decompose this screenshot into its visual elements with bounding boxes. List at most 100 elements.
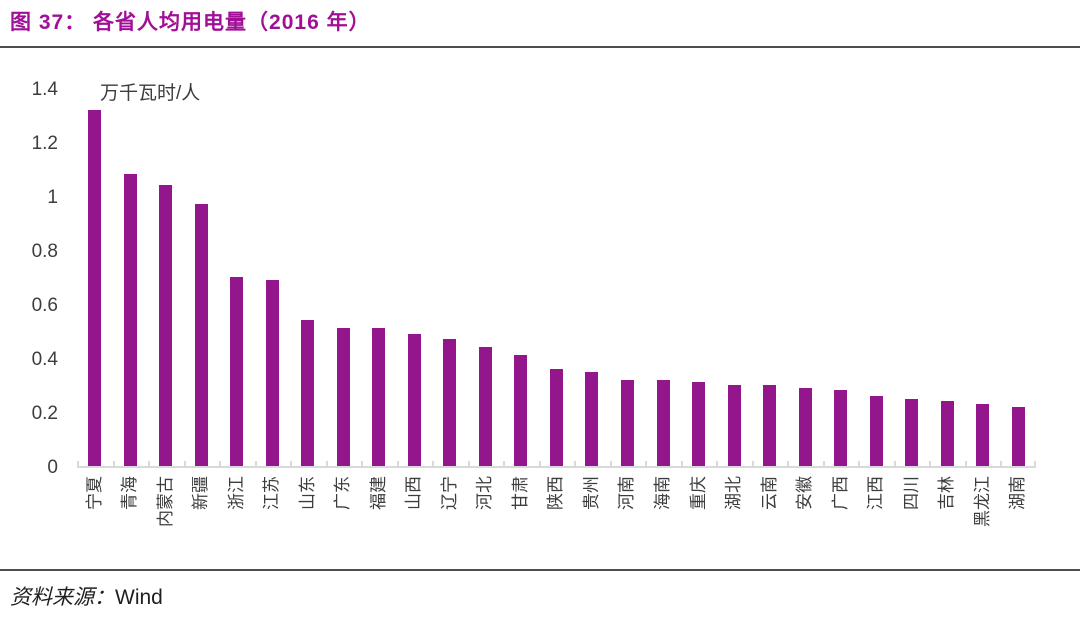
x-tick-label: 宁夏 (84, 476, 104, 510)
bar-slot (716, 90, 752, 466)
bar-湖北 (727, 385, 741, 466)
x-slot: 浙江 (219, 470, 255, 569)
x-slot: 新疆 (184, 470, 220, 569)
bar-slot (538, 90, 575, 466)
bar-slot (396, 90, 433, 466)
y-tick-label: 1 (47, 187, 58, 208)
x-slot: 宁夏 (77, 470, 113, 569)
bar-宁夏 (88, 109, 102, 466)
x-slot: 四川 (894, 470, 930, 569)
bar-江苏 (265, 279, 279, 466)
x-slot: 山西 (397, 470, 433, 569)
bar-贵州 (585, 371, 599, 466)
x-slot: 内蒙古 (148, 470, 184, 569)
y-tick-label: 1.4 (31, 79, 58, 100)
bar-重庆 (692, 382, 706, 466)
y-tick-label: 1.2 (31, 133, 58, 154)
bar-山西 (407, 333, 421, 466)
bar-slot (325, 90, 362, 466)
bar-slot (787, 90, 823, 466)
bar-河南 (620, 379, 634, 466)
x-axis: 宁夏 青海 内蒙古 新疆 浙江 江苏 山东 广东 福建 山西 辽宁 河北 甘肃 陕西 贵州 河南 海南 重庆 湖北云… (77, 470, 1036, 569)
x-tick-label: 浙江 (226, 476, 246, 510)
bar-slot (503, 90, 539, 466)
x-tick-label: 江西 (866, 476, 886, 510)
bar-slot (893, 90, 930, 466)
bar-广东 (336, 328, 350, 466)
bar-辽宁 (443, 339, 457, 466)
x-tick-label: 陕西 (546, 476, 566, 510)
x-tick-label: 四川 (901, 476, 921, 510)
x-slot: 江苏 (255, 470, 291, 569)
x-tick-label: 湖南 (1008, 476, 1028, 510)
bar-四川 (905, 398, 919, 466)
bar-slot (148, 90, 184, 466)
x-slot: 青海 (113, 470, 149, 569)
bar-福建 (372, 328, 386, 466)
x-tick-label: 福建 (368, 476, 388, 510)
x-tick-label: 内蒙古 (155, 476, 175, 527)
bar-黑龙江 (976, 403, 990, 466)
y-tick-label: 0.2 (31, 403, 58, 424)
x-slot: 湖南 (1000, 470, 1036, 569)
figure-title: 图 37： 各省人均用电量（2016 年） (10, 11, 371, 34)
bar-slot (77, 90, 113, 466)
source-value: Wind (115, 586, 163, 609)
figure-header: 图 37： 各省人均用电量（2016 年） (0, 0, 1080, 48)
x-slot: 海南 (645, 470, 681, 569)
x-tick-label: 贵州 (581, 476, 601, 510)
x-slot: 河北 (468, 470, 504, 569)
x-tick-label: 辽宁 (439, 476, 459, 510)
bar-slot (467, 90, 504, 466)
x-tick-label: 山东 (297, 476, 317, 510)
bar-slot (290, 90, 326, 466)
x-tick-label: 河北 (475, 476, 495, 510)
bar-内蒙古 (159, 185, 173, 466)
bar-chart: 万千瓦时/人 0 0.2 0.4 0.6 0.8 1 1.2 1.4 宁夏 青海 内蒙古 新疆 浙江江… (0, 48, 1080, 569)
x-slot: 安徽 (787, 470, 823, 569)
x-slot: 吉林 (929, 470, 965, 569)
x-tick-label: 山西 (404, 476, 424, 510)
bar-slot (112, 90, 149, 466)
y-tick-label: 0.4 (31, 349, 58, 370)
x-tick-label: 江苏 (262, 476, 282, 510)
x-tick-label: 吉林 (937, 476, 957, 510)
bar-广西 (834, 390, 848, 466)
x-slot: 重庆 (681, 470, 717, 569)
bar-slot (822, 90, 859, 466)
bar-slot (254, 90, 291, 466)
x-slot: 广东 (326, 470, 362, 569)
bar-slot (183, 90, 220, 466)
x-tick-label: 黑龙江 (972, 476, 992, 527)
bar-河北 (478, 347, 492, 466)
y-tick-label: 0.8 (31, 241, 58, 262)
bar-新疆 (194, 204, 208, 466)
bar-slot (964, 90, 1001, 466)
bar-山东 (301, 320, 315, 466)
bar-云南 (763, 385, 777, 466)
bar-slot (219, 90, 255, 466)
bar-slot (751, 90, 788, 466)
x-tick-label: 湖北 (724, 476, 744, 510)
x-slot: 江西 (858, 470, 894, 569)
x-slot: 湖北 (716, 470, 752, 569)
x-tick-label: 河南 (617, 476, 637, 510)
bar-slot (609, 90, 646, 466)
bar-青海 (123, 174, 137, 466)
bar-slot (432, 90, 468, 466)
x-tick-label: 广东 (333, 476, 353, 510)
x-tick-label: 云南 (759, 476, 779, 510)
bar-陕西 (549, 368, 563, 466)
plot-area (77, 90, 1036, 468)
x-tick-label: 新疆 (191, 476, 211, 510)
bar-湖南 (1011, 406, 1025, 466)
source-label: 资料来源： (10, 585, 115, 609)
x-slot: 山东 (290, 470, 326, 569)
x-tick-label: 海南 (653, 476, 672, 510)
bar-slot (1000, 90, 1036, 466)
y-axis: 0 0.2 0.4 0.6 0.8 1 1.2 1.4 (0, 80, 58, 478)
x-slot: 福建 (361, 470, 397, 569)
x-tick-label: 广西 (830, 476, 850, 510)
bar-slot (858, 90, 894, 466)
x-slot: 甘肃 (503, 470, 539, 569)
